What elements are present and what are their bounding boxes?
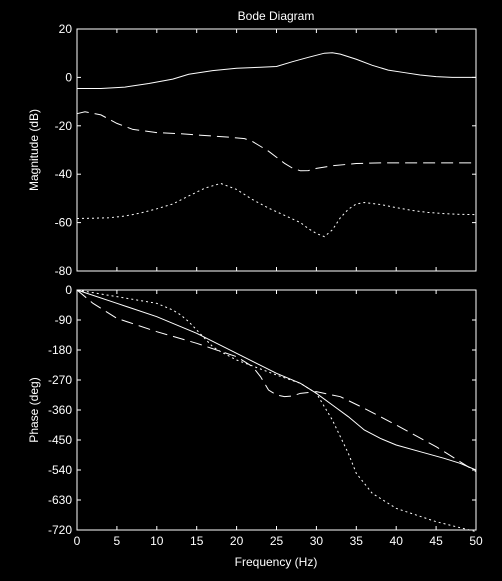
phase-xtick-label: 30 [310,534,324,548]
phase-xtick-label: 20 [230,534,244,548]
phase-xtick-label: 40 [390,534,404,548]
magnitude-ytick-label: -20 [55,119,73,133]
phase-ytick-label: -90 [55,313,73,327]
magnitude-series-dotted [76,182,477,238]
phase-series-dashed [76,289,477,473]
phase-ytick-label: 0 [65,283,72,297]
phase-ytick-label: -450 [48,433,72,447]
phase-plot: 0 5 10 15 20 25 30 35 40 45 50 0 -90 -180 -270 -360 -450… [48,283,483,548]
phase-ytick-label: -540 [48,463,72,477]
phase-axes-frame [76,289,477,531]
magnitude-ytick-label: -80 [55,264,73,278]
frequency-xlabel: Frequency (Hz) [235,555,318,569]
magnitude-axes-frame [76,28,477,272]
magnitude-plot: 20 0 -20 -40 -60 -80 [55,22,477,278]
phase-ytick-label: -360 [48,403,72,417]
magnitude-ytick-label: -60 [55,216,73,230]
phase-ylabel: Phase (deg) [27,377,41,442]
phase-ytick-label: -270 [48,373,72,387]
phase-ytick-label: -630 [48,493,72,507]
phase-xtick-label: 10 [150,534,164,548]
phase-series-dotted [76,289,477,533]
chart-title: Bode Diagram [238,9,315,23]
phase-xtick-label: 0 [74,534,81,548]
magnitude-ytick-label: 0 [65,70,72,84]
phase-ytick-label: -720 [48,523,72,537]
magnitude-series-dashed [76,111,476,172]
phase-xtick-label: 15 [190,534,204,548]
magnitude-series-solid [77,52,476,90]
phase-series-solid [76,289,477,471]
phase-ytick-label: -180 [48,343,72,357]
magnitude-ytick-label: 20 [59,22,73,36]
phase-xtick-label: 5 [114,534,121,548]
magnitude-ylabel: Magnitude (dB) [27,109,41,191]
phase-xtick-label: 45 [429,534,443,548]
magnitude-ytick-label: -40 [55,167,73,181]
phase-xtick-label: 25 [270,534,284,548]
phase-xtick-label: 50 [469,534,483,548]
phase-xtick-label: 35 [350,534,364,548]
